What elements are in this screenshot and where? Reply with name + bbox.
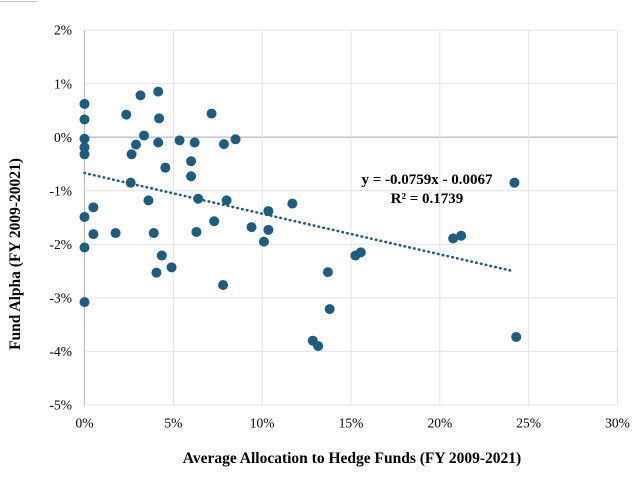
trendline	[83, 171, 514, 273]
data-point	[125, 177, 136, 188]
x-tick-label: 5%	[164, 416, 182, 431]
data-point	[246, 222, 257, 233]
data-point	[206, 108, 217, 119]
y-tick-label: 0%	[54, 130, 72, 145]
data-point	[230, 134, 241, 145]
y-axis-title: Fund Alpha (FY 2009-20021)	[7, 158, 24, 350]
data-point	[88, 202, 99, 213]
data-point	[218, 139, 229, 150]
data-point	[79, 211, 90, 222]
data-point	[79, 133, 90, 144]
y-tick-label: -3%	[50, 291, 73, 306]
data-point	[511, 331, 522, 342]
trendline-r-squared: R² = 0.1739	[390, 190, 464, 207]
data-point	[191, 226, 202, 237]
data-point	[355, 247, 366, 258]
data-point	[135, 90, 146, 101]
data-point	[79, 142, 90, 153]
data-point	[209, 216, 220, 227]
y-tick-label: -2%	[50, 237, 73, 252]
data-point	[79, 149, 90, 160]
data-point	[313, 341, 324, 352]
data-point	[186, 171, 197, 182]
data-point	[88, 229, 99, 240]
data-point	[131, 139, 142, 150]
data-point	[189, 137, 200, 148]
data-point	[139, 130, 150, 141]
data-point	[79, 242, 90, 253]
data-point	[121, 109, 132, 120]
data-point	[160, 162, 171, 173]
x-tick-label: 10%	[250, 416, 275, 431]
data-point	[263, 206, 274, 217]
data-point	[154, 113, 165, 124]
y-tick-label: -4%	[50, 344, 73, 359]
data-point	[456, 230, 467, 241]
y-tick-label: 2%	[54, 23, 72, 38]
data-point	[448, 233, 459, 244]
trendline-annotation: y = -0.0759x - 0.0067 R² = 0.1739	[361, 171, 492, 208]
x-axis-title: Average Allocation to Hedge Funds (FY 20…	[182, 450, 522, 467]
data-point	[148, 228, 159, 239]
data-point	[79, 114, 90, 125]
data-point	[258, 236, 269, 247]
x-tick-label: 25%	[516, 416, 541, 431]
data-point	[324, 304, 335, 315]
data-point	[126, 149, 137, 160]
y-tick-label: -1%	[50, 183, 73, 198]
data-point	[79, 98, 90, 109]
data-point	[156, 250, 167, 261]
data-point	[151, 267, 162, 278]
data-point	[174, 135, 185, 146]
data-point	[186, 156, 197, 167]
data-point	[193, 193, 204, 204]
trendline-equation: y = -0.0759x - 0.0067	[361, 172, 493, 188]
data-point	[287, 198, 298, 209]
data-point	[263, 224, 274, 235]
cropped-border-artifact	[0, 1, 37, 2]
x-tick-label: 0%	[76, 416, 94, 431]
y-tick-label: 1%	[54, 76, 72, 91]
x-tick-label: 20%	[427, 416, 452, 431]
data-point	[322, 267, 333, 278]
data-point	[218, 280, 229, 290]
x-tick-label: 15%	[339, 416, 364, 431]
y-tick-label: -5%	[50, 398, 73, 413]
data-point	[509, 177, 520, 188]
data-point	[110, 228, 121, 239]
x-tick-label: 30%	[605, 416, 630, 431]
data-point	[166, 262, 177, 273]
data-point	[153, 86, 164, 97]
data-point	[79, 297, 90, 308]
data-point	[221, 195, 232, 206]
data-point	[143, 195, 154, 206]
data-point	[153, 137, 164, 148]
